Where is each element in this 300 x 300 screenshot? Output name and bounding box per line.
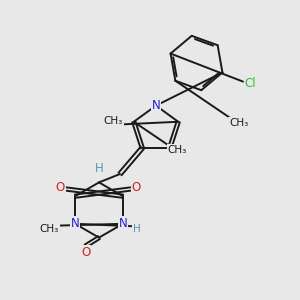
Text: O: O: [56, 181, 64, 194]
Text: O: O: [132, 181, 141, 194]
Text: CH₃: CH₃: [40, 224, 59, 234]
Text: CH₃: CH₃: [104, 116, 123, 127]
Text: O: O: [81, 245, 90, 259]
Text: N: N: [152, 99, 160, 112]
Text: H: H: [94, 162, 103, 175]
Text: CH₃: CH₃: [229, 118, 248, 128]
Text: N: N: [71, 217, 80, 230]
Text: CH₃: CH₃: [167, 145, 187, 155]
Text: N: N: [118, 217, 127, 230]
Text: H: H: [133, 224, 140, 234]
Text: Cl: Cl: [245, 77, 256, 90]
